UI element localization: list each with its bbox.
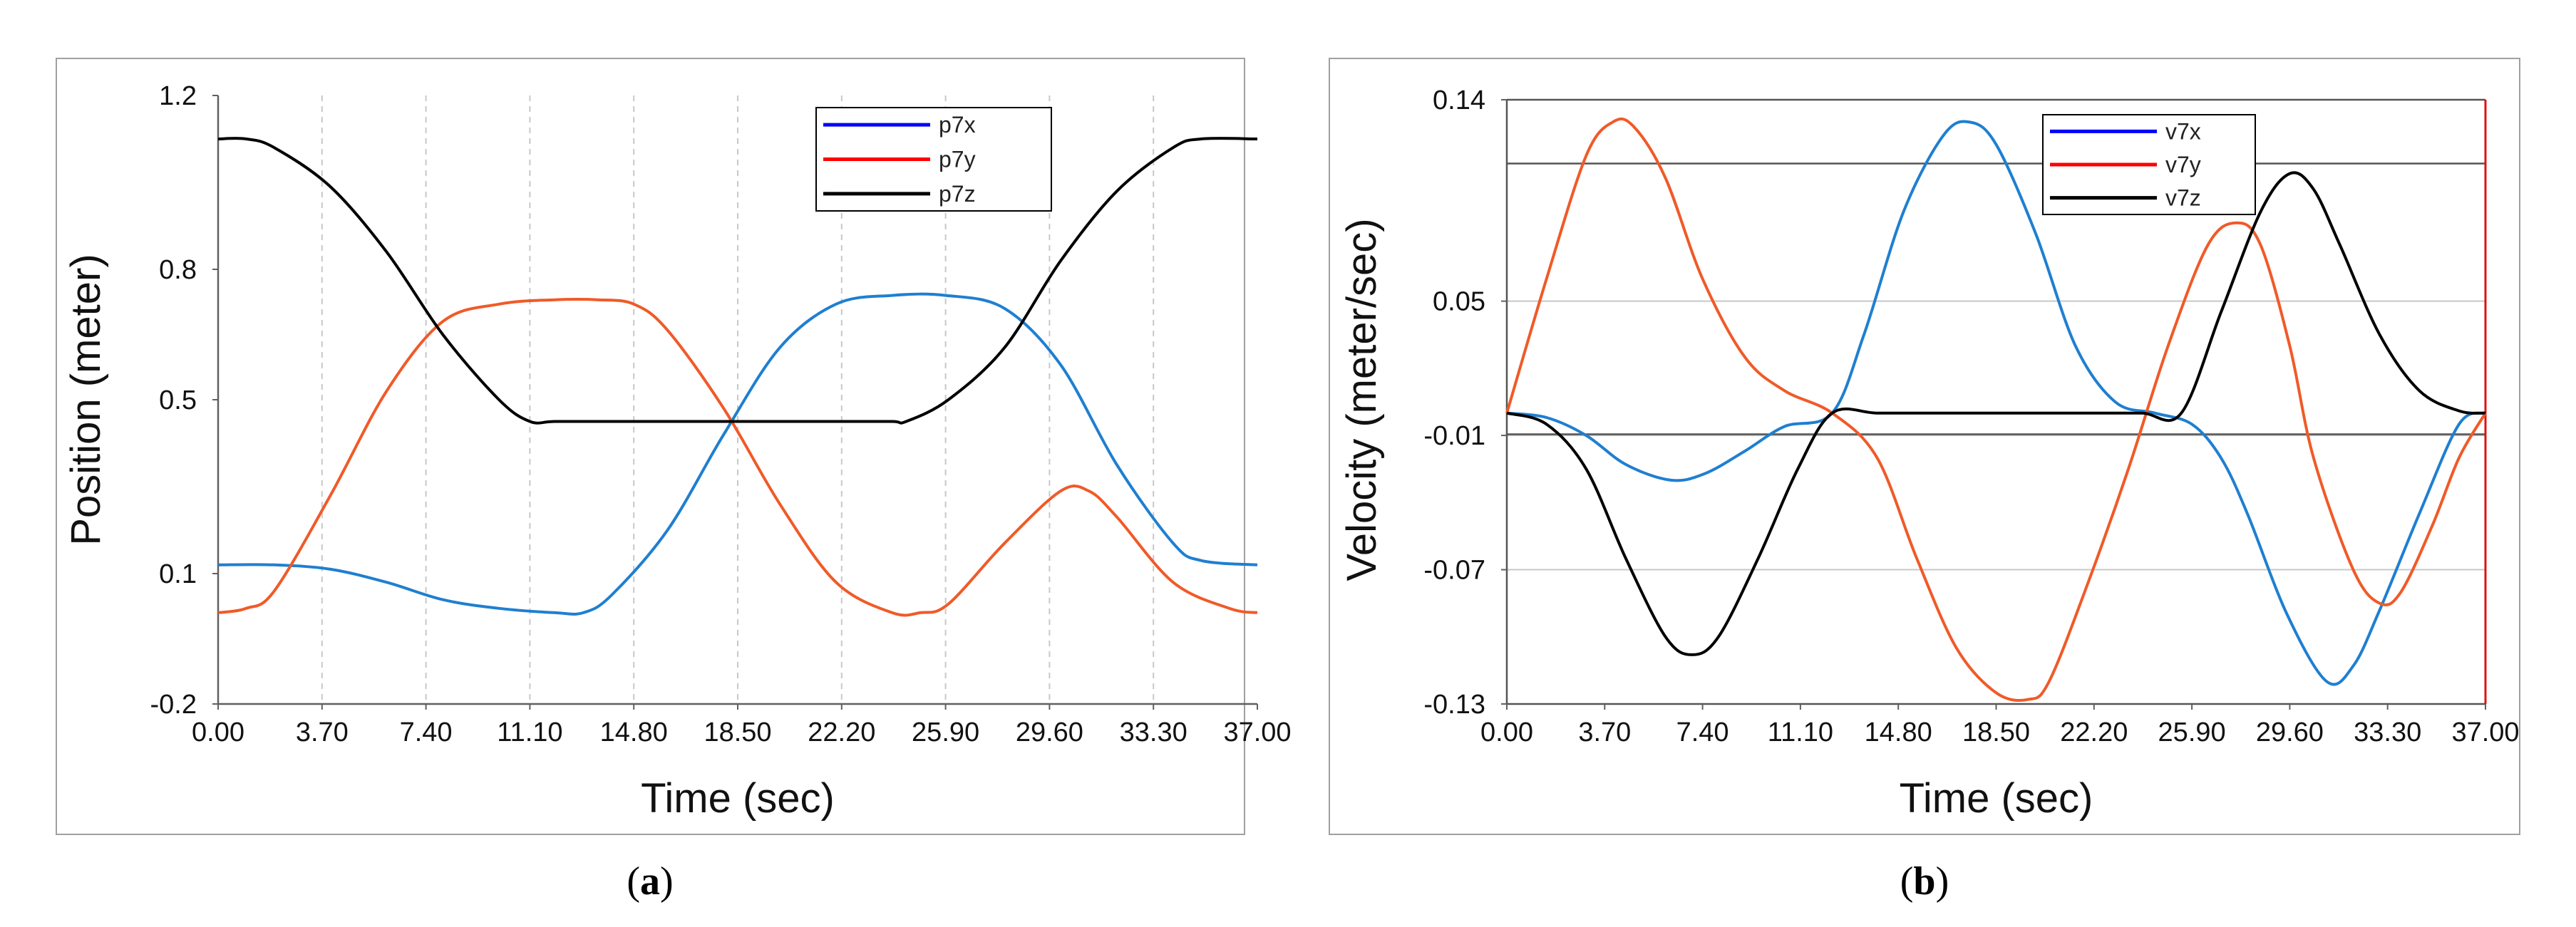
- panel-b: 0.00 3.70 7.40 11.10 14.80 18.50 22.20 25.90 29.…: [1329, 58, 2520, 903]
- y-tick-label: 0.1: [159, 559, 197, 589]
- panel-b-frame: [1329, 58, 2520, 835]
- y-tick-label: -0.2: [150, 690, 197, 720]
- legend-b: v7x v7y v7z: [2042, 114, 2256, 215]
- x-tick-label: 25.90: [912, 718, 979, 747]
- y-tick-label: 0.8: [159, 255, 197, 285]
- x-tick-label: 11.10: [497, 718, 562, 747]
- x-tick-label: 25.90: [2158, 718, 2226, 747]
- x-tick-label: 14.80: [1865, 718, 1932, 747]
- panel-a: 0.00 3.70 7.40 11.10 14.80 18.50 22.20 25.90 29.…: [56, 58, 1292, 903]
- legend-label: p7x: [939, 112, 976, 138]
- y-tick-label: 0.14: [1433, 86, 1485, 115]
- chart-b: 0.00 3.70 7.40 11.10 14.80 18.50 22.20 25.90 29.…: [1339, 86, 2520, 822]
- chart-a: 0.00 3.70 7.40 11.10 14.80 18.50 22.20 25.90 29.…: [63, 81, 1292, 822]
- grid-a: [321, 95, 1155, 704]
- x-axis-label: Time (sec): [641, 775, 835, 822]
- x-tick-label: 7.40: [400, 718, 453, 747]
- x-tick-label: 18.50: [1962, 718, 2030, 747]
- x-tick-label: 7.40: [1676, 718, 1729, 747]
- series-line-v7z: [1506, 171, 2486, 656]
- grid-b: [1507, 162, 2485, 571]
- x-tick-label: 29.60: [2256, 718, 2324, 747]
- y-tick-label: 1.2: [159, 81, 197, 111]
- series-line-v7y: [1505, 117, 2487, 703]
- y-tick-label: -0.01: [1423, 421, 1485, 451]
- x-tick-label: 37.00: [1223, 718, 1291, 747]
- x-tick-label: 3.70: [296, 718, 349, 747]
- legend-label: p7y: [939, 147, 976, 172]
- y-tick-label: 0.05: [1433, 287, 1485, 317]
- series-line-p7x: [217, 292, 1258, 616]
- x-axis-label: Time (sec): [1900, 775, 2093, 822]
- x-tick-label: 33.30: [2354, 718, 2421, 747]
- ticks-b: 0.00 3.70 7.40 11.10 14.80 18.50 22.20 25.90 29.…: [1423, 86, 2519, 747]
- x-tick-label: 22.20: [808, 718, 875, 747]
- panel-b-label: (b): [1900, 859, 1949, 903]
- series-line-v7x: [1506, 120, 2486, 686]
- x-tick-label: 18.50: [704, 718, 771, 747]
- x-tick-label: 22.20: [2060, 718, 2128, 747]
- legend-label: v7y: [2165, 152, 2201, 177]
- y-axis-label: Position (meter): [63, 254, 109, 545]
- legend-a: p7x p7y p7z: [815, 107, 1052, 212]
- legend-label: v7z: [2165, 185, 2201, 211]
- x-tick-label: 33.30: [1120, 718, 1187, 747]
- y-tick-label: -0.07: [1423, 556, 1485, 586]
- y-tick-label: -0.13: [1423, 690, 1485, 720]
- legend-label: v7x: [2165, 118, 2201, 144]
- x-tick-label: 3.70: [1578, 718, 1631, 747]
- ticks-a: 0.00 3.70 7.40 11.10 14.80 18.50 22.20 25.90 29.…: [150, 81, 1292, 747]
- x-tick-label: 29.60: [1016, 718, 1083, 747]
- x-tick-label: 37.00: [2451, 718, 2519, 747]
- panel-a-label: (a): [627, 859, 673, 903]
- x-tick-label: 0.00: [1480, 718, 1533, 747]
- x-tick-label: 11.10: [1768, 718, 1833, 747]
- legend-label: p7z: [939, 181, 976, 207]
- series-line-p7y: [217, 297, 1258, 617]
- x-tick-label: 14.80: [600, 718, 668, 747]
- y-axis-label: Velocity (meter/sec): [1339, 218, 1385, 581]
- series-b: [1505, 117, 2487, 703]
- series-a: [217, 137, 1258, 617]
- x-tick-label: 0.00: [192, 718, 244, 747]
- series-line-p7z: [217, 137, 1258, 425]
- y-tick-label: 0.5: [159, 385, 197, 415]
